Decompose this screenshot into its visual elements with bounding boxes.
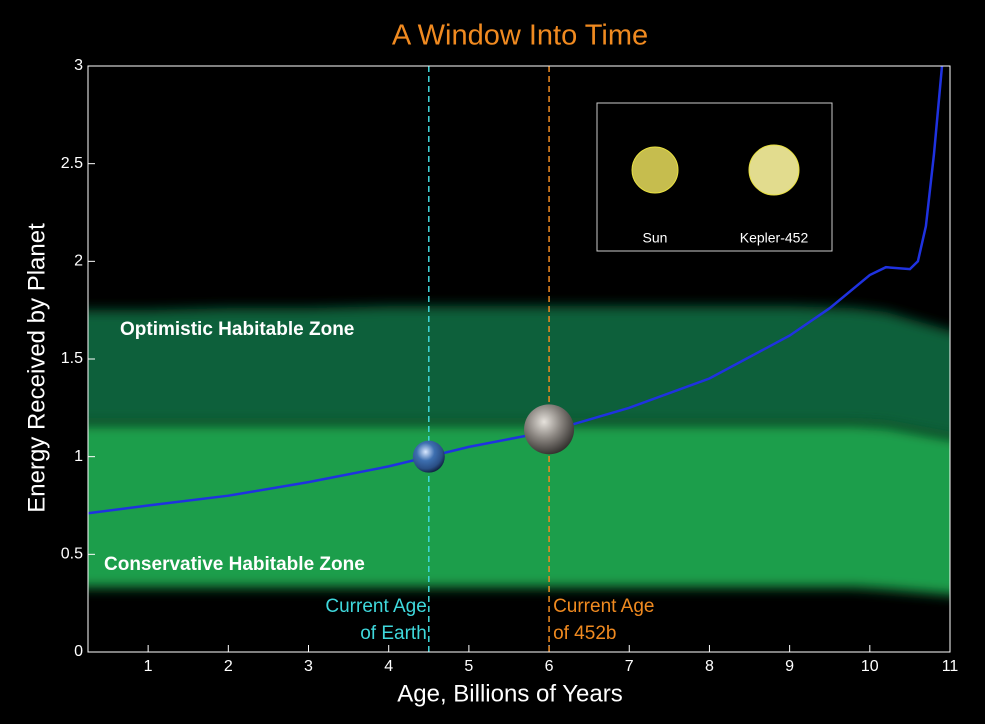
x-axis-label: Age, Billions of Years — [397, 680, 622, 707]
star — [748, 144, 800, 196]
x-tick-label: 2 — [224, 658, 233, 675]
marker-label: of 452b — [553, 623, 616, 644]
x-tick-label: 4 — [384, 658, 393, 675]
x-tick-label: 11 — [942, 658, 959, 675]
marker-label: Current Age — [553, 596, 654, 617]
habitable-zone — [88, 423, 950, 595]
y-tick-label: 2 — [74, 253, 83, 270]
plot: Optimistic Habitable Zone Conservative Ha… — [61, 57, 959, 675]
star — [631, 146, 679, 194]
x-tick-label: 3 — [304, 658, 313, 675]
x-tick-label: 10 — [861, 658, 879, 675]
zone-label: Optimistic Habitable Zone — [120, 319, 354, 340]
x-tick-label: 9 — [785, 658, 794, 675]
y-tick-label: 1.5 — [61, 350, 83, 367]
zone-label: Conservative Habitable Zone — [104, 554, 365, 575]
y-tick-label: 1 — [74, 448, 83, 465]
y-tick-label: 0.5 — [61, 546, 83, 563]
x-tick-label: 6 — [545, 658, 554, 675]
star-label: Kepler-452 — [740, 230, 809, 246]
planet — [412, 440, 445, 473]
x-tick-label: 7 — [625, 658, 634, 675]
star-label: Sun — [643, 230, 668, 246]
data-line — [88, 66, 944, 515]
plot-frame — [87, 65, 951, 653]
x-tick-label: 1 — [144, 658, 153, 675]
planet — [524, 404, 575, 455]
marker-label: Current Age — [325, 596, 426, 617]
x-tick-label: 5 — [464, 658, 473, 675]
y-axis-label: Energy Received by Planet — [23, 223, 50, 513]
y-tick-label: 3 — [74, 57, 83, 74]
marker-label: of Earth — [360, 623, 427, 644]
y-tick-label: 0 — [74, 643, 83, 660]
zones — [88, 306, 950, 595]
x-tick-label: 8 — [705, 658, 714, 675]
chart-title: A Window Into Time — [392, 20, 648, 52]
y-tick-label: 2.5 — [61, 155, 83, 172]
habitable-zone — [88, 306, 950, 438]
